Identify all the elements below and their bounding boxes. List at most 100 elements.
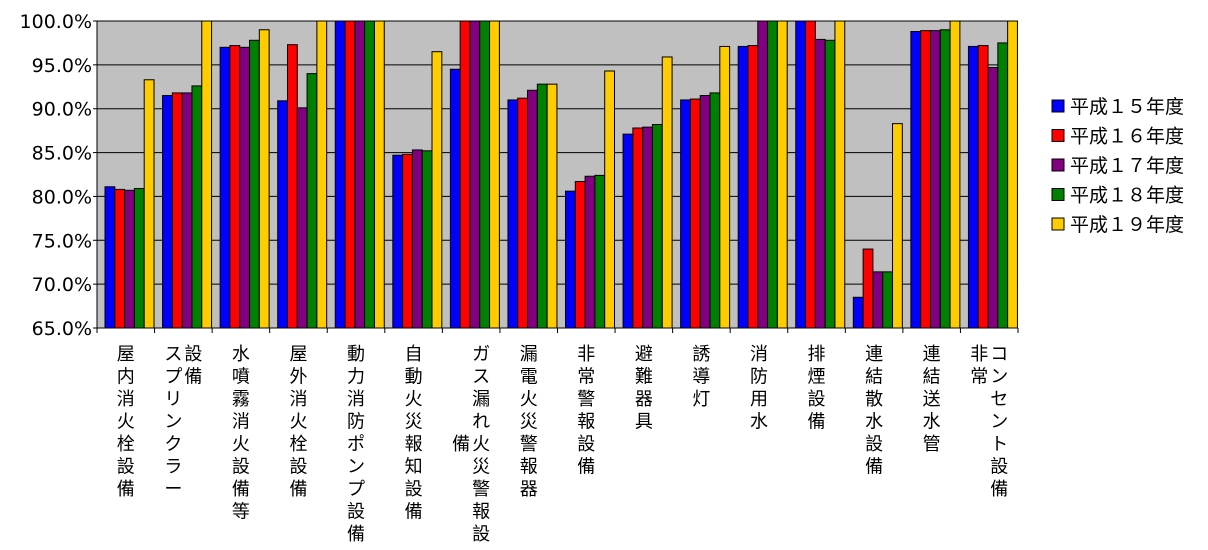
category-label-char: 設	[289, 457, 307, 478]
category-label-char: 設	[808, 389, 826, 410]
category-label-char: 連	[865, 344, 883, 365]
y-tick-label: 65.0%	[32, 318, 92, 340]
bar	[862, 248, 874, 329]
legend-swatch	[1051, 217, 1065, 231]
bar	[949, 20, 961, 329]
bar	[594, 174, 606, 329]
category-label-char: 備	[289, 479, 307, 500]
category-label-char: 水	[232, 344, 250, 365]
category-label-char: ト	[990, 434, 1008, 455]
bar	[574, 181, 586, 329]
bar	[143, 79, 155, 329]
category-label-char: 設	[232, 457, 250, 478]
category-label-char: コ	[990, 344, 1008, 365]
bar	[997, 42, 1009, 329]
bar	[316, 20, 328, 329]
category-label-char: 避	[635, 344, 653, 365]
category-label-char: 火	[117, 412, 135, 433]
bar	[527, 89, 538, 329]
category-label-char: 消	[117, 389, 135, 410]
bar	[258, 29, 270, 329]
y-tick-labels: 100.0% 95.0% 90.0% 85.0% 80.0% 75.0% 70.0% 65.0…	[20, 11, 92, 340]
category-label-char: 消	[289, 389, 307, 410]
category-label-char: 自	[405, 344, 423, 365]
bar	[219, 46, 231, 329]
category-label-char: 連	[923, 344, 941, 365]
category-label-char: 水	[750, 412, 768, 433]
bar	[977, 45, 989, 329]
category-label-char: 屋	[289, 344, 307, 365]
bar	[286, 44, 298, 329]
category-label-char: 備	[184, 367, 202, 388]
bar	[709, 92, 721, 329]
category-label-char: 消	[347, 389, 365, 410]
category-label-char: 防	[347, 412, 365, 433]
category-label-char: 設	[577, 434, 595, 455]
category-label-char: 水	[923, 412, 941, 433]
bar	[642, 126, 653, 329]
bar	[239, 46, 251, 329]
bar	[489, 20, 500, 329]
category-label-char: 散	[865, 389, 883, 410]
legend-swatch	[1051, 129, 1065, 142]
bar	[680, 99, 691, 329]
bar	[747, 45, 759, 329]
category-label-char: 報	[405, 434, 423, 455]
bar	[910, 31, 922, 329]
bar	[892, 123, 903, 329]
category-label-char: 器	[635, 389, 653, 410]
category-label-char: 力	[347, 367, 365, 388]
y-tick-label: 80.0%	[32, 186, 92, 208]
bar	[661, 56, 673, 329]
legend-swatch	[1051, 158, 1065, 172]
bar	[699, 95, 711, 329]
category-label-char: 栓	[289, 434, 307, 455]
category-label-char: れ	[472, 412, 490, 433]
category-label-char: ー	[164, 479, 182, 500]
category-label-char: 誘	[692, 344, 710, 365]
category-label-char: 設	[472, 524, 490, 545]
bar	[920, 30, 931, 329]
category-label-char: 火	[405, 389, 423, 410]
bars	[104, 20, 1018, 329]
legend-swatch	[1051, 188, 1065, 201]
category-label-char: 備	[808, 412, 826, 433]
category-label-char: セ	[990, 389, 1008, 410]
category-label-char: 設	[184, 344, 202, 365]
bar	[114, 188, 126, 329]
category-label-char: 火	[520, 389, 538, 410]
category-label-char: プ	[164, 367, 182, 388]
category-label-char: 非	[970, 344, 988, 365]
category-label-char: ポ	[347, 434, 365, 455]
bar	[737, 45, 749, 329]
bar	[651, 124, 663, 329]
category-label-char: 知	[405, 457, 423, 478]
category-label-char: ス	[164, 344, 182, 365]
bar	[334, 20, 346, 329]
bar	[364, 20, 375, 329]
category-label-char: 報	[520, 457, 538, 478]
bar	[469, 20, 481, 329]
category-label-char: 内	[117, 367, 135, 388]
category-label-char: 導	[692, 367, 710, 388]
bar	[929, 30, 941, 329]
bar	[767, 20, 778, 329]
axes	[93, 20, 1019, 333]
category-label-char: 霧	[232, 389, 250, 410]
category-label-char: 結	[923, 367, 941, 388]
bar	[584, 175, 596, 329]
legend-label: 平成１７年度	[1070, 155, 1184, 177]
category-label-char: 備	[405, 502, 423, 523]
category-label-char: 非	[577, 344, 595, 365]
category-label-char: ン	[347, 457, 365, 478]
bar	[967, 45, 979, 329]
y-tick-label: 90.0%	[32, 99, 92, 121]
category-label-char: ン	[164, 412, 182, 433]
bar	[805, 20, 816, 329]
category-label-char: ラ	[164, 457, 182, 478]
y-tick-label: 70.0%	[32, 274, 92, 296]
bar	[882, 271, 894, 329]
